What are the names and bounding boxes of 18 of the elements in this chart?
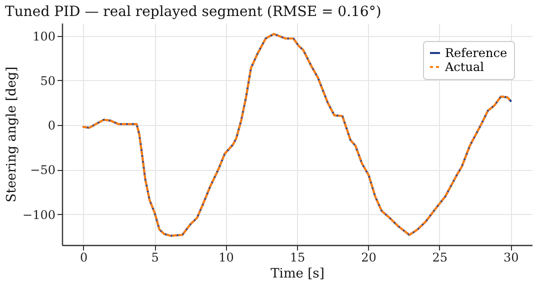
x-tick-label: 10 — [218, 250, 234, 264]
x-tick-label: 30 — [503, 250, 519, 264]
x-tick-label: 15 — [290, 250, 306, 264]
legend-label: Reference — [445, 46, 508, 60]
legend-label: Actual — [444, 60, 484, 74]
y-tick-label: 50 — [40, 74, 56, 88]
chart-title: Tuned PID — real replayed segment (RMSE = 0.16°) — [5, 4, 382, 20]
x-tick-label: 20 — [361, 250, 376, 264]
x-tick-label: 25 — [432, 250, 448, 264]
y-tick-label: 100 — [32, 29, 56, 44]
y-tick-label: 0 — [48, 118, 56, 133]
y-axis-title: Steering angle [deg] — [4, 66, 20, 202]
x-axis-title: Time [s] — [270, 266, 324, 282]
line-series — [82, 32, 512, 237]
y-tick-label: −50 — [30, 163, 56, 178]
x-tick-label: 0 — [80, 250, 88, 264]
x-tick-label: 5 — [151, 250, 159, 264]
y-tick-label: −100 — [22, 208, 56, 222]
